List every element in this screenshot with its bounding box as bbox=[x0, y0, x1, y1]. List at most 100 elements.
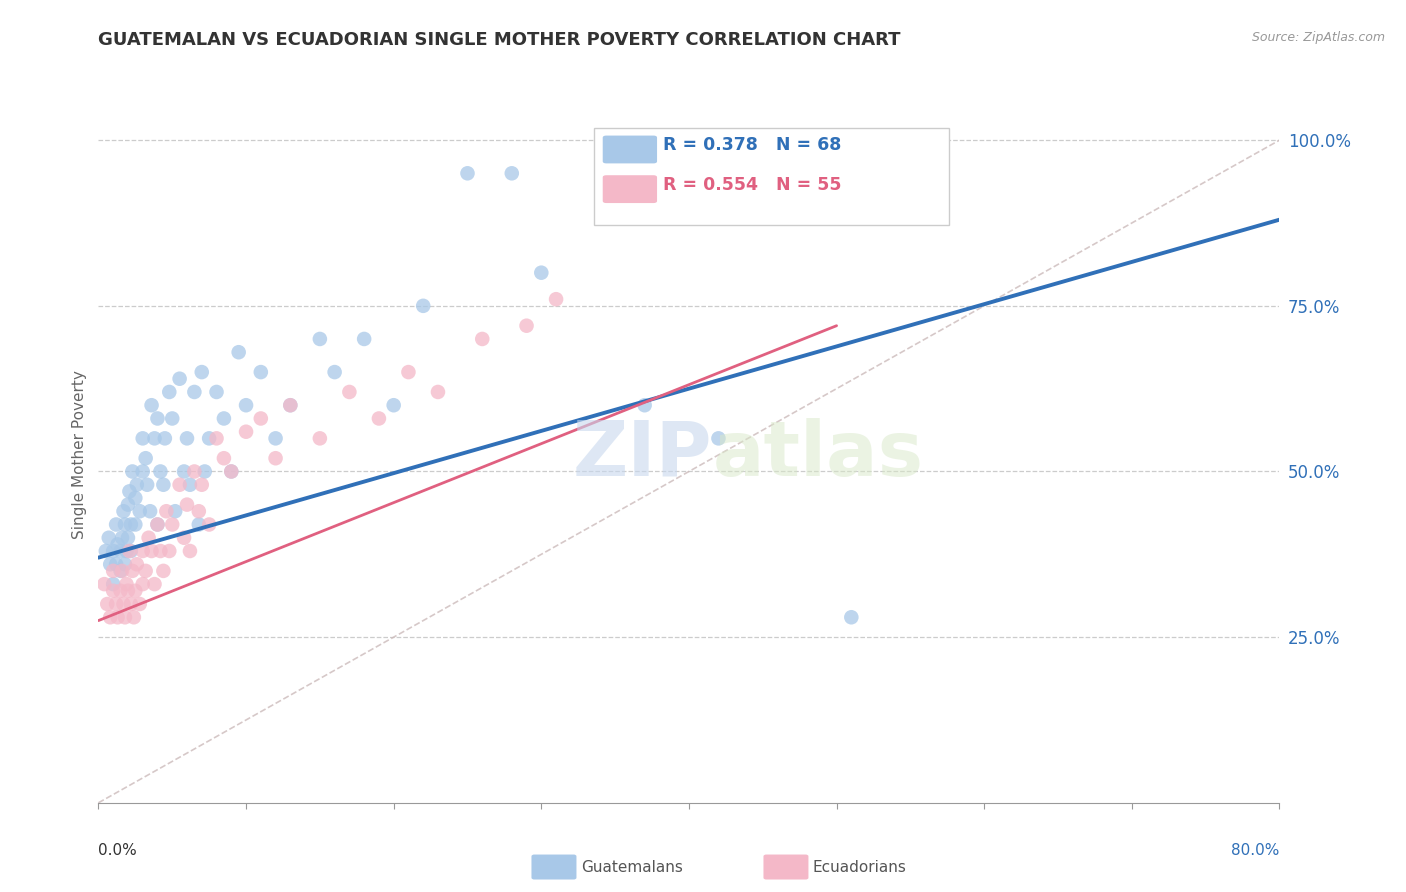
Point bbox=[219, 465, 242, 479]
Point bbox=[146, 517, 169, 532]
FancyBboxPatch shape bbox=[603, 136, 657, 163]
Text: R = 0.378   N = 68: R = 0.378 N = 68 bbox=[664, 136, 841, 154]
Text: Ecuadorians: Ecuadorians bbox=[813, 860, 907, 874]
Point bbox=[155, 504, 177, 518]
Point bbox=[323, 365, 346, 379]
Point bbox=[141, 398, 163, 412]
Point bbox=[128, 597, 150, 611]
Point bbox=[250, 411, 273, 425]
Point bbox=[115, 577, 138, 591]
Point bbox=[141, 544, 163, 558]
Point bbox=[146, 411, 169, 425]
Point bbox=[132, 544, 155, 558]
Point bbox=[120, 517, 142, 532]
Point bbox=[149, 465, 172, 479]
Point bbox=[187, 504, 209, 518]
Point bbox=[112, 504, 135, 518]
Point bbox=[132, 431, 155, 445]
Point bbox=[132, 577, 155, 591]
Point bbox=[212, 451, 235, 466]
Point bbox=[114, 610, 136, 624]
Point bbox=[138, 531, 160, 545]
Point bbox=[165, 504, 187, 518]
Point bbox=[456, 166, 478, 180]
Point bbox=[530, 266, 553, 280]
Point bbox=[707, 431, 730, 445]
Point bbox=[264, 431, 287, 445]
Point bbox=[124, 517, 146, 532]
Point bbox=[122, 610, 145, 624]
Point bbox=[112, 597, 135, 611]
Point bbox=[183, 465, 205, 479]
Point bbox=[118, 544, 141, 558]
Point bbox=[219, 465, 242, 479]
Point bbox=[633, 398, 655, 412]
Point bbox=[132, 465, 155, 479]
Text: ZIP: ZIP bbox=[574, 418, 713, 491]
Point bbox=[124, 583, 146, 598]
Point bbox=[124, 491, 146, 505]
FancyBboxPatch shape bbox=[603, 175, 657, 203]
Point bbox=[149, 544, 172, 558]
Point bbox=[176, 431, 198, 445]
Point bbox=[105, 558, 128, 572]
Point bbox=[427, 384, 450, 399]
Point bbox=[183, 384, 205, 399]
Point bbox=[382, 398, 405, 412]
Point bbox=[103, 577, 125, 591]
Point bbox=[111, 531, 134, 545]
Point bbox=[368, 411, 391, 425]
Point bbox=[153, 431, 176, 445]
Point bbox=[191, 477, 214, 491]
Text: R = 0.554   N = 55: R = 0.554 N = 55 bbox=[664, 176, 841, 194]
Point bbox=[110, 564, 132, 578]
Point bbox=[278, 398, 302, 412]
Point bbox=[353, 332, 375, 346]
Point bbox=[173, 531, 195, 545]
Point bbox=[179, 477, 201, 491]
Text: 80.0%: 80.0% bbox=[1232, 843, 1279, 858]
Text: Source: ZipAtlas.com: Source: ZipAtlas.com bbox=[1251, 31, 1385, 45]
Point bbox=[143, 577, 166, 591]
Point bbox=[117, 583, 139, 598]
Point bbox=[103, 544, 125, 558]
Point bbox=[117, 498, 139, 512]
Point bbox=[337, 384, 360, 399]
Point bbox=[103, 564, 125, 578]
Point bbox=[235, 425, 257, 439]
Text: Guatemalans: Guatemalans bbox=[581, 860, 682, 874]
Point bbox=[135, 564, 157, 578]
Y-axis label: Single Mother Poverty: Single Mother Poverty bbox=[72, 370, 87, 540]
Point bbox=[169, 372, 191, 386]
Point bbox=[205, 431, 228, 445]
Point bbox=[107, 610, 129, 624]
Point bbox=[309, 332, 332, 346]
Point bbox=[544, 292, 567, 306]
Point bbox=[205, 384, 228, 399]
Point bbox=[278, 398, 302, 412]
Point bbox=[121, 465, 143, 479]
Point bbox=[143, 431, 166, 445]
Point bbox=[115, 544, 138, 558]
Point bbox=[128, 504, 150, 518]
Point bbox=[125, 477, 148, 491]
Point bbox=[169, 477, 191, 491]
Point bbox=[110, 544, 132, 558]
Point bbox=[111, 564, 134, 578]
Point bbox=[501, 166, 523, 180]
Point bbox=[152, 477, 174, 491]
Point bbox=[97, 531, 120, 545]
Point bbox=[198, 517, 221, 532]
Point bbox=[114, 517, 136, 532]
Point bbox=[228, 345, 250, 359]
Point bbox=[176, 498, 198, 512]
Point bbox=[152, 564, 174, 578]
Text: atlas: atlas bbox=[713, 418, 924, 491]
Point bbox=[118, 484, 141, 499]
Point bbox=[264, 451, 287, 466]
Point bbox=[146, 517, 169, 532]
Point bbox=[98, 610, 121, 624]
Text: GUATEMALAN VS ECUADORIAN SINGLE MOTHER POVERTY CORRELATION CHART: GUATEMALAN VS ECUADORIAN SINGLE MOTHER P… bbox=[98, 31, 901, 49]
Text: 0.0%: 0.0% bbox=[98, 843, 138, 858]
Point bbox=[179, 544, 201, 558]
